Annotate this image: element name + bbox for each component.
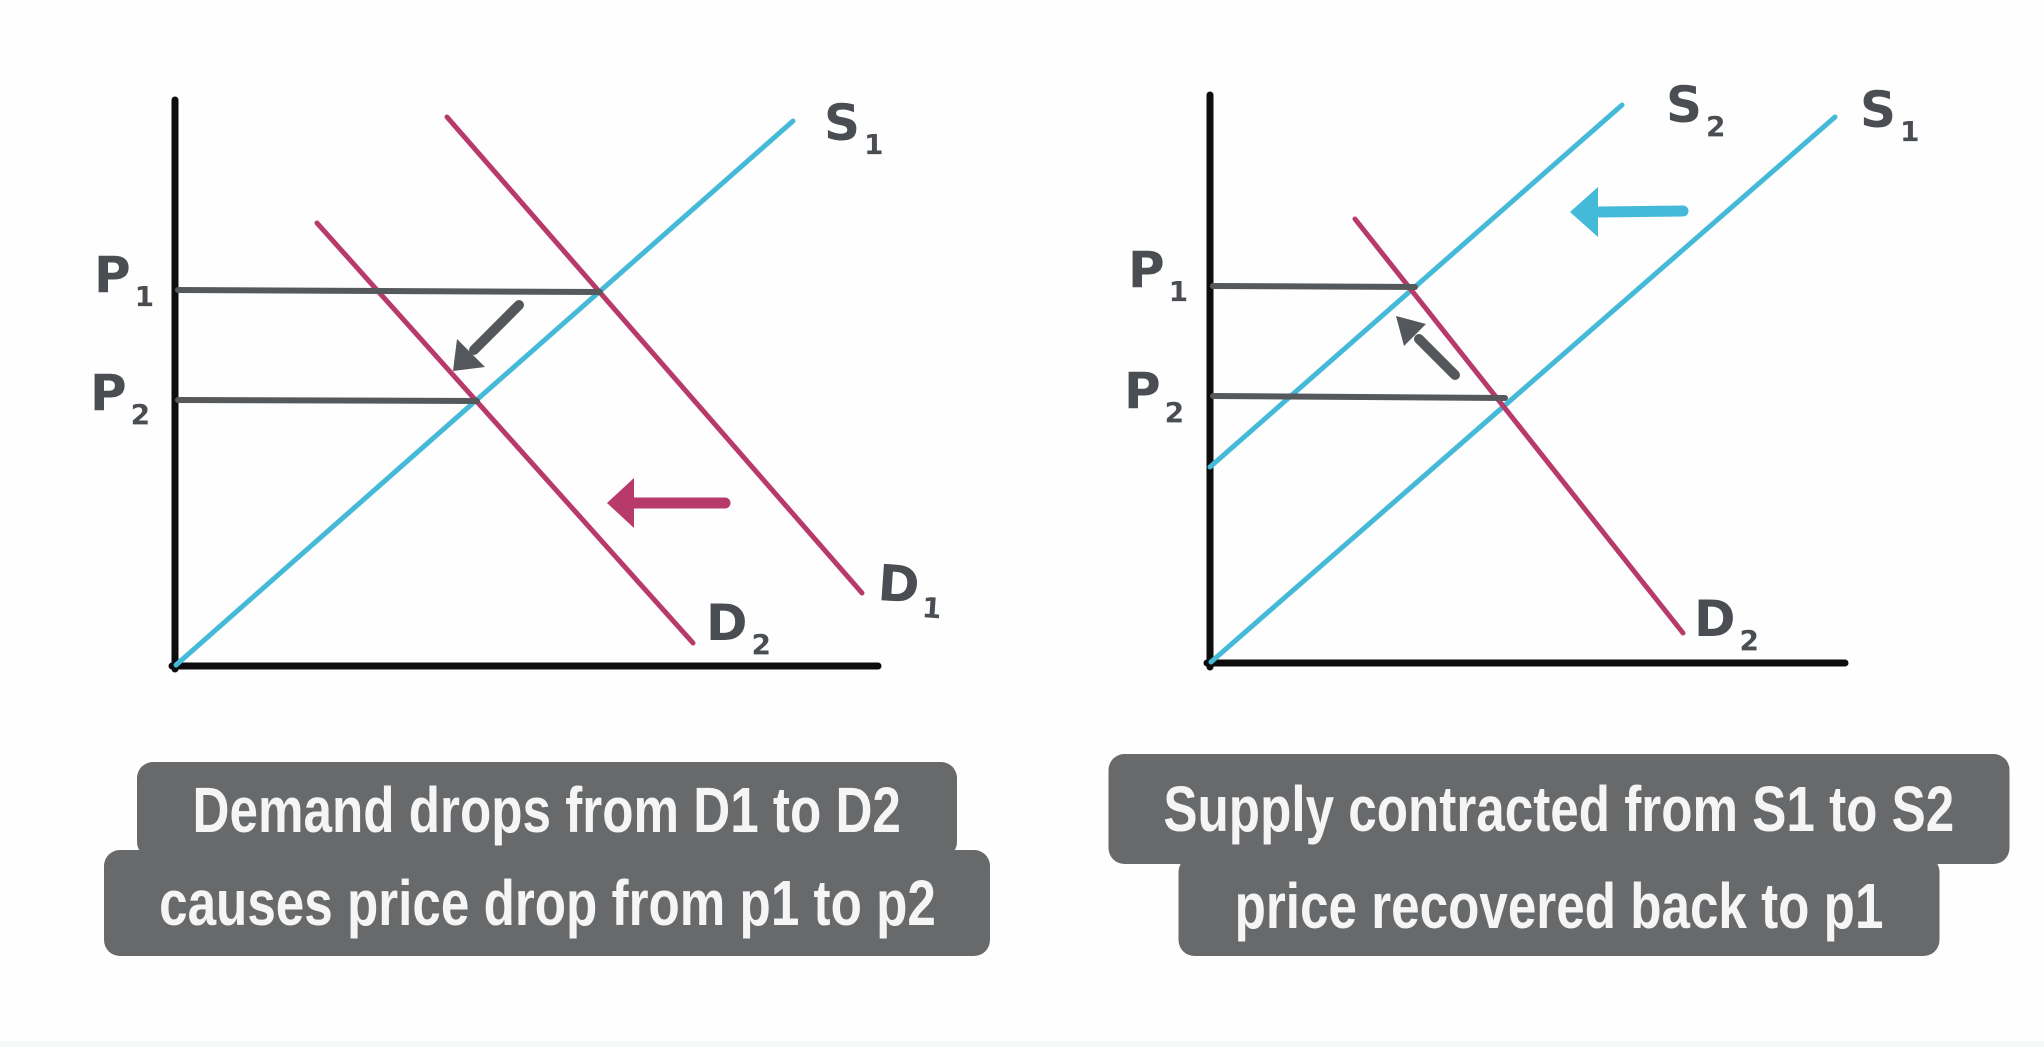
left-p2-sub: 2 <box>130 398 151 431</box>
right-p2-sub: 2 <box>1164 396 1185 429</box>
right-caption-line1-box: Supply contracted from S1 to S2 <box>1108 754 2010 864</box>
right-s1-sub: 1 <box>1900 115 1920 148</box>
right-p2-letter: P <box>1124 362 1161 420</box>
left-caption-line1-text: Demand drops from D1 to D2 <box>192 774 902 846</box>
right-s1-letter: S <box>1860 81 1897 139</box>
right-caption-line2-box: price recovered back to p1 <box>1178 856 1940 956</box>
left-d2-sub: 2 <box>751 628 771 661</box>
left-d1-sub: 1 <box>920 591 943 626</box>
right-p1-letter: P <box>1128 241 1165 299</box>
bottom-strip <box>0 1041 2044 1047</box>
right-d2-sub: 2 <box>1739 624 1759 657</box>
left-d2-letter: D <box>706 594 748 652</box>
left-demand-line-d1 <box>444 114 865 596</box>
left-chart <box>168 96 882 673</box>
left-price-line-p2 <box>175 397 480 404</box>
left-caption-line2-box: causes price drop from p1 to p2 <box>104 850 990 956</box>
right-p1-sub: 1 <box>1168 275 1189 308</box>
right-s2-sub: 2 <box>1706 110 1726 143</box>
left-equilibrium-arrow-shaft <box>469 300 524 355</box>
right-caption-line2-text: price recovered back to p1 <box>1234 870 1884 942</box>
left-price-line-p1 <box>175 287 603 295</box>
right-supply-line-s1 <box>1208 114 1838 665</box>
left-caption-line2-text: causes price drop from p1 to p2 <box>158 867 936 939</box>
left-p1-letter: P <box>94 246 131 304</box>
left-supply-line-s1 <box>173 118 796 668</box>
right-price-line-p2 <box>1210 393 1508 401</box>
left-caption: Demand drops from D1 to D2 causes price … <box>104 762 990 956</box>
left-equilibrium-arrow-head <box>453 339 485 371</box>
right-s2-letter: S <box>1666 76 1703 134</box>
left-s1-sub: 1 <box>864 128 884 161</box>
right-supply-shift-arrow-head <box>1570 187 1598 237</box>
left-caption-line1-box: Demand drops from D1 to D2 <box>137 762 957 858</box>
left-s1-letter: S <box>824 94 861 152</box>
left-d1-label: D1 <box>876 554 943 625</box>
left-d1-letter: D <box>876 553 922 615</box>
right-price-line-p1 <box>1210 283 1418 290</box>
right-demand-line-d2 <box>1352 216 1686 636</box>
right-caption: Supply contracted from S1 to S2 price re… <box>1108 754 2010 956</box>
left-demand-shift-arrow-head <box>607 478 634 528</box>
right-chart <box>1203 91 1849 671</box>
right-d2-letter: D <box>1694 590 1736 648</box>
right-supply-shift-arrow-shaft <box>1594 205 1689 218</box>
right-equilibrium-arrow-head <box>1396 316 1426 346</box>
right-equilibrium-arrow-shaft <box>1414 334 1460 380</box>
left-p1-sub: 1 <box>134 280 155 313</box>
left-p2-letter: P <box>90 364 127 422</box>
right-caption-line1-text: Supply contracted from S1 to S2 <box>1163 773 1955 845</box>
left-demand-line-d2 <box>314 220 696 646</box>
